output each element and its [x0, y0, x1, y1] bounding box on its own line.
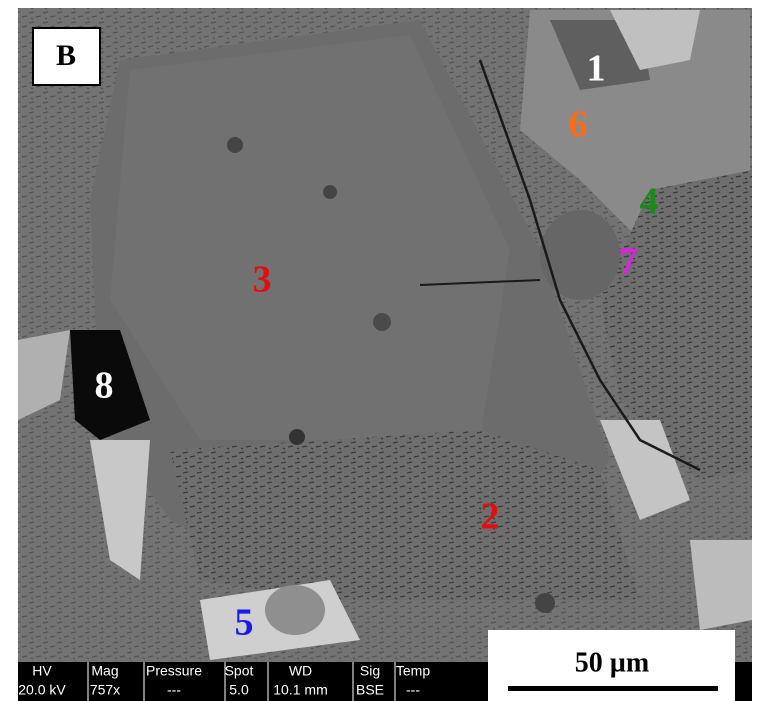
- info-value: BSE: [356, 682, 384, 698]
- info-header: WD: [289, 663, 312, 679]
- panel-label: B: [56, 39, 76, 72]
- sem-image: [18, 8, 752, 700]
- point-label: 2: [481, 496, 500, 538]
- info-value: 5.0: [229, 682, 249, 698]
- info-header: Spot: [225, 663, 254, 679]
- info-header: Pressure: [146, 663, 202, 679]
- point-label: 5: [235, 602, 254, 644]
- info-value: 10.1 mm: [273, 682, 327, 698]
- info-header: Mag: [91, 663, 118, 679]
- point-label: 6: [569, 104, 588, 146]
- info-value: ---: [406, 682, 420, 698]
- point-label: 1: [587, 48, 606, 90]
- scale-bar: [508, 686, 718, 691]
- scale-bar-label: 50 µm: [575, 647, 649, 678]
- info-value: 20.0 kV: [18, 682, 66, 698]
- point-label: 7: [619, 241, 638, 283]
- micrograph-figure: B 1 6 47 3 8 2 5 HV 20.0 kV Mag 757x Pressure --- Sp…: [0, 0, 763, 701]
- point-label: 4: [640, 181, 659, 223]
- info-header: Sig: [360, 663, 380, 679]
- info-value: ---: [167, 682, 181, 698]
- info-value: 757x: [90, 682, 120, 698]
- point-label: 3: [253, 259, 272, 301]
- info-header: HV: [32, 663, 52, 679]
- point-label: 8: [95, 365, 114, 407]
- info-header: Temp: [396, 663, 430, 679]
